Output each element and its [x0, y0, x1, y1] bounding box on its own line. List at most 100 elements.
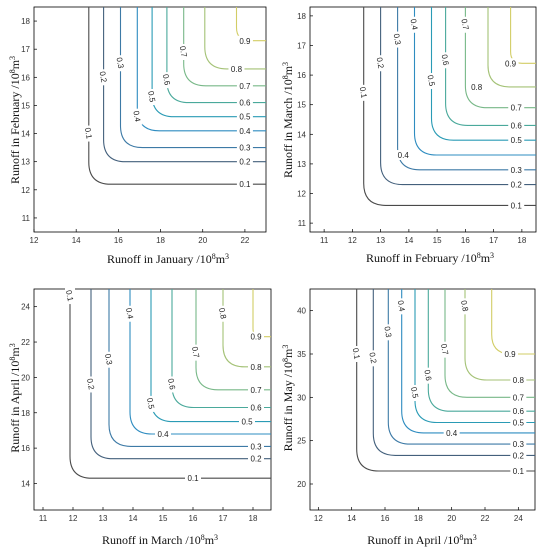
y-tick-label: 13: [297, 160, 306, 169]
y-tick-label: 18: [21, 409, 30, 418]
contour-lines: 0.1 0.1 0.2 0.2 0.3 0.3 0.4 0.4 0.5 0.5 0.6 0.6 0.7 0…: [83, 7, 266, 190]
contour-label-bg: [410, 385, 420, 401]
y-tick-label: 13: [21, 158, 30, 167]
contour-label: 0.4: [446, 429, 458, 438]
contour-line-0.4: [129, 289, 271, 435]
y-tick-label: 22: [21, 338, 30, 347]
contour-label: 0.1: [239, 180, 251, 189]
axis-ticks: 11 12 13 14 15 16 17 18 11 12 13 14 15 16 17 18: [297, 12, 527, 245]
contour-label: 0.5: [409, 386, 420, 399]
contour-label-bg: [423, 367, 434, 384]
contour-label: 0.1: [513, 467, 525, 476]
contour-label-bg: [125, 305, 135, 322]
contour-label: 0.4: [239, 127, 251, 136]
contour-label: 0.6: [239, 99, 251, 108]
contour-label-bg: [248, 384, 264, 395]
contour-label: 0.6: [440, 54, 451, 67]
contour-label: 0.9: [250, 333, 262, 342]
contour-label: 0.1: [64, 289, 75, 302]
contour-line-0.5: [430, 7, 536, 141]
contour-label-bg: [147, 89, 158, 105]
contour-line-0.7: [444, 289, 535, 398]
contour-label-bg: [236, 97, 253, 108]
y-axis-label: Runoff in April /108m3: [8, 343, 23, 452]
y-tick-label: 40: [297, 307, 306, 316]
contour-label: 0.9: [505, 59, 517, 68]
x-axis-label: Runoff in April /108m3: [367, 533, 476, 548]
contour-label: 0.1: [187, 474, 199, 483]
contour-label: 0.3: [513, 440, 525, 449]
contour-label-bg: [508, 102, 525, 113]
contour-label-bg: [468, 81, 485, 92]
x-tick-label: 20: [447, 514, 456, 523]
y-axis-label: Runoff in February /108m3: [8, 56, 23, 184]
contour-label: 0.6: [511, 121, 523, 130]
x-axis-label: Runoff in January /108m3: [107, 252, 229, 267]
contour-label: 0.1: [511, 201, 523, 210]
contour-line-0.1: [69, 289, 271, 479]
contour-label: 0.6: [513, 407, 525, 416]
contour-label: 0.4: [131, 110, 142, 123]
contour-label: 0.2: [367, 352, 378, 365]
plot-frame: [33, 6, 267, 233]
y-tick-label: 35: [297, 350, 306, 359]
y-tick-label: 14: [21, 479, 30, 488]
contour-label: 0.8: [459, 300, 470, 313]
y-tick-label: 11: [22, 214, 31, 223]
contour-label: 0.8: [217, 307, 228, 320]
contour-label-bg: [236, 35, 253, 46]
x-tick-label: 11: [39, 514, 48, 523]
contour-label: 0.5: [426, 74, 437, 87]
contour-label: 0.6: [166, 378, 177, 391]
axis-ticks: 12 14 16 18 20 22 11 12 13 14 15 16 17 18: [21, 17, 250, 245]
contour-label-bg: [502, 349, 518, 359]
plot-frame: [33, 288, 272, 511]
contour-label-bg: [358, 84, 369, 101]
contour-line-0.7: [195, 289, 271, 391]
contour-label-bg: [510, 375, 527, 385]
y-tick-label: 16: [21, 73, 30, 82]
contour-label: 0.3: [382, 326, 393, 339]
x-tick-label: 20: [198, 236, 207, 245]
contour-label-bg: [218, 305, 228, 322]
y-tick-label: 18: [21, 17, 30, 26]
contour-label: 0.6: [161, 73, 172, 86]
panel-april-may: 0.10.10.20.20.30.30.40.40.50.50.60.60.70…: [281, 288, 536, 548]
x-tick-label: 22: [240, 236, 249, 245]
contour-line-0.8: [487, 7, 536, 88]
x-tick-label: 14: [347, 514, 356, 523]
contour-label: 0.8: [471, 83, 483, 92]
y-axis-label: Runoff in May /108m3: [281, 345, 296, 452]
contour-label: 0.3: [392, 33, 403, 46]
x-tick-label: 13: [99, 514, 108, 523]
contour-label-bg: [161, 72, 172, 89]
contour-label: 0.9: [504, 350, 516, 359]
x-tick-label: 17: [489, 236, 498, 245]
contour-label: 0.5: [146, 90, 157, 103]
contour-label: 0.3: [103, 353, 114, 366]
contour-label: 0.5: [513, 418, 525, 427]
contour-label: 0.3: [239, 144, 251, 153]
contour-label-bg: [426, 73, 437, 90]
contour-line-0.2: [103, 7, 266, 163]
contour-label: 0.1: [83, 127, 94, 140]
contour-label: 0.1: [358, 86, 369, 99]
contour-label: 0.4: [409, 18, 420, 31]
contour-label: 0.8: [513, 376, 525, 385]
contour-label-bg: [409, 16, 420, 33]
contour-label-bg: [510, 450, 527, 461]
contour-line-0.6: [445, 7, 536, 126]
contour-label-bg: [510, 439, 527, 450]
contour-label-bg: [98, 69, 109, 86]
contour-label-bg: [236, 156, 253, 167]
contour-label-bg: [395, 150, 412, 161]
contour-line-0.2: [90, 289, 271, 460]
contour-label: 0.7: [511, 104, 523, 113]
y-tick-label: 17: [297, 41, 306, 50]
x-tick-label: 12: [348, 236, 357, 245]
y-tick-label: 14: [21, 130, 30, 139]
contour-label-bg: [236, 179, 253, 190]
x-tick-label: 16: [189, 514, 198, 523]
x-tick-label: 14: [404, 236, 413, 245]
